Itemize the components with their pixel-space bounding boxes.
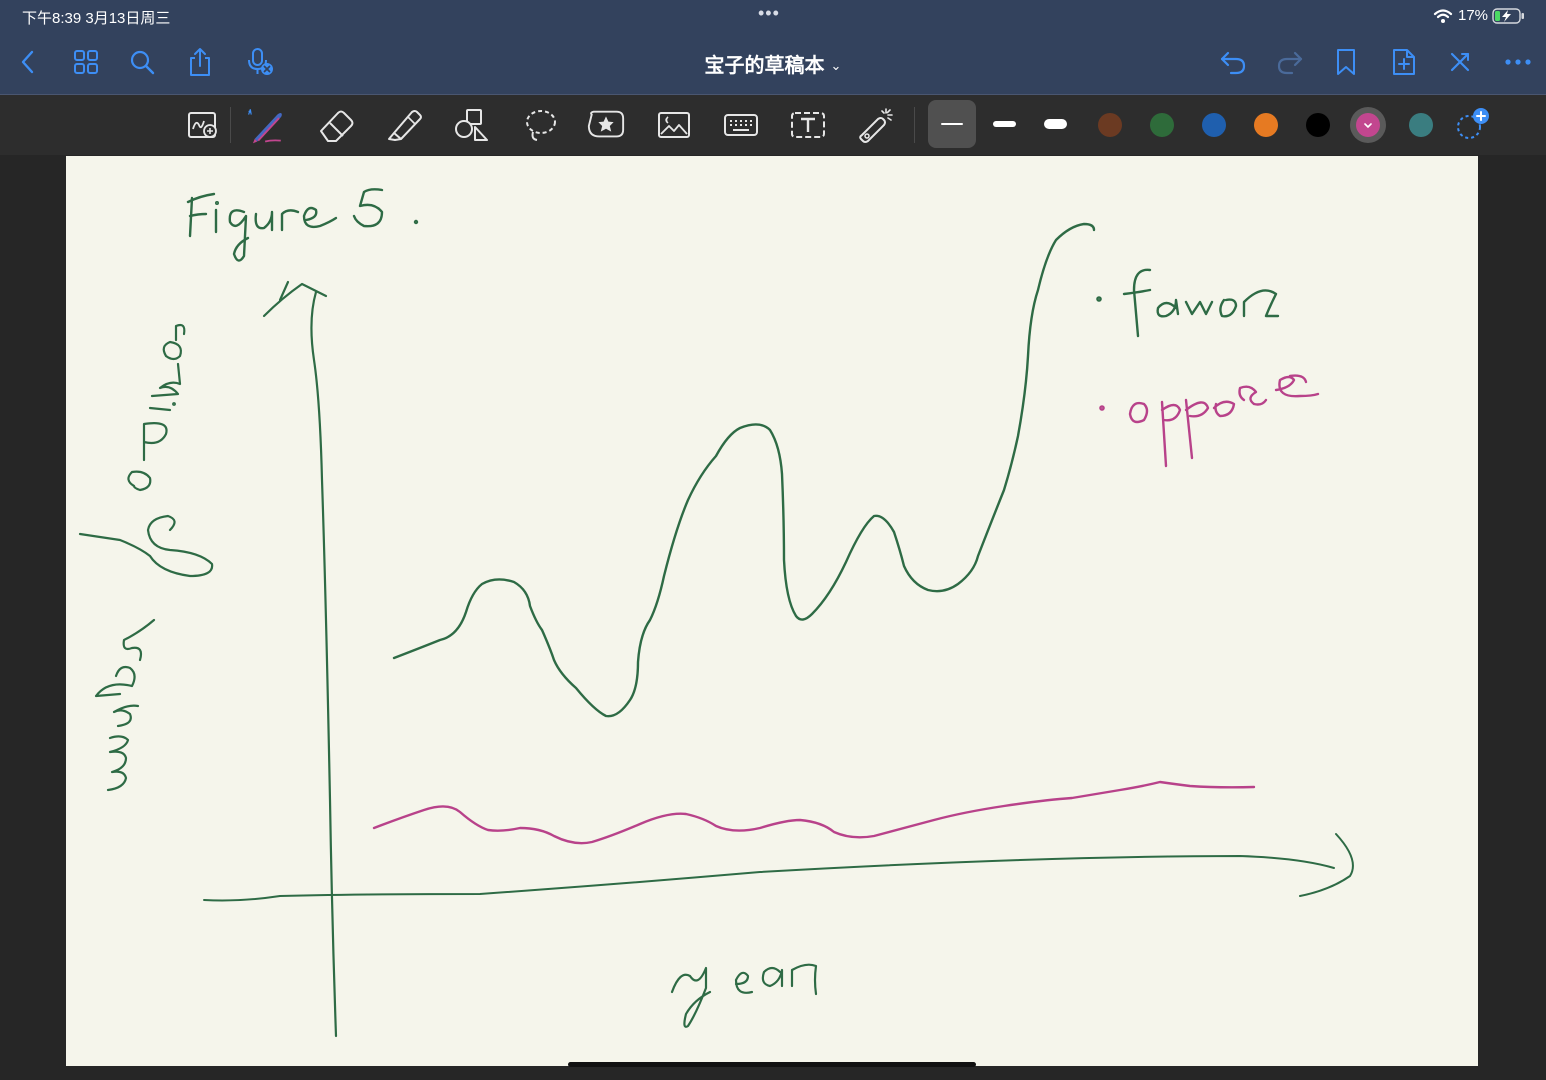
color-green[interactable] bbox=[1150, 113, 1174, 137]
add-page-icon bbox=[1393, 49, 1415, 75]
title-handwriting bbox=[186, 188, 419, 262]
shapes-tool[interactable] bbox=[452, 105, 492, 145]
nav-bar: 宝子的草稿本 ⌄ bbox=[0, 32, 1546, 95]
microphone-off-icon bbox=[248, 48, 273, 75]
redo-icon bbox=[1277, 51, 1303, 75]
x-axis bbox=[203, 833, 1354, 902]
x-axis-label bbox=[670, 963, 818, 1028]
undo-icon bbox=[1220, 51, 1246, 75]
shapes-icon bbox=[455, 109, 488, 141]
notebook-page[interactable] bbox=[66, 156, 1478, 1066]
share-icon bbox=[190, 48, 210, 76]
toolbar-divider bbox=[230, 107, 231, 143]
handwritten-sketch bbox=[78, 188, 1354, 1038]
add-color-icon bbox=[1457, 108, 1489, 139]
color-orange[interactable] bbox=[1254, 113, 1278, 137]
lasso-icon bbox=[526, 110, 556, 141]
grid-icon bbox=[74, 50, 98, 74]
eraser-tool[interactable] bbox=[316, 105, 356, 145]
multitask-dots[interactable]: ••• bbox=[758, 3, 780, 23]
add-page-button[interactable] bbox=[1388, 46, 1420, 78]
legend-oppose bbox=[1099, 374, 1320, 468]
back-button[interactable] bbox=[12, 46, 44, 78]
close-button[interactable] bbox=[1444, 46, 1476, 78]
back-icon bbox=[21, 50, 34, 74]
bookmark-icon bbox=[1337, 49, 1355, 75]
undo-button[interactable] bbox=[1217, 46, 1249, 78]
oppose-line bbox=[372, 780, 1256, 845]
more-button[interactable] bbox=[1502, 46, 1534, 78]
image-tool[interactable] bbox=[654, 105, 694, 145]
bookmark-button[interactable] bbox=[1330, 46, 1362, 78]
color-teal[interactable] bbox=[1409, 113, 1433, 137]
pen-icon bbox=[248, 109, 282, 144]
home-indicator[interactable] bbox=[568, 1062, 976, 1067]
document-title[interactable]: 宝子的草稿本 ⌄ bbox=[0, 49, 1546, 78]
favor-line bbox=[392, 222, 1096, 718]
add-color-button[interactable] bbox=[1452, 105, 1492, 145]
search-button[interactable] bbox=[126, 46, 158, 78]
share-button[interactable] bbox=[184, 46, 216, 78]
color-black[interactable] bbox=[1306, 113, 1330, 137]
stroke-thick[interactable] bbox=[1044, 119, 1067, 129]
image-icon bbox=[658, 112, 690, 138]
color-brown[interactable] bbox=[1098, 113, 1122, 137]
toolbar-divider bbox=[914, 107, 915, 143]
status-time: 下午8:39 3月13日周三 bbox=[22, 10, 171, 27]
search-icon bbox=[130, 50, 155, 75]
battery-percent: 17% bbox=[1458, 7, 1489, 24]
keyboard-tool[interactable] bbox=[721, 105, 761, 145]
laser-pointer-icon bbox=[859, 108, 893, 143]
redo-button[interactable] bbox=[1274, 46, 1306, 78]
grid-button[interactable] bbox=[70, 46, 102, 78]
chevron-down-icon: ⌄ bbox=[830, 59, 842, 74]
more-icon bbox=[1505, 59, 1531, 65]
pen-tool[interactable] bbox=[246, 105, 286, 145]
stroke-medium[interactable] bbox=[993, 121, 1016, 127]
zoom-window-tool[interactable] bbox=[183, 105, 223, 145]
battery-charging-icon bbox=[1492, 8, 1524, 24]
highlighter-tool[interactable] bbox=[384, 105, 424, 145]
legend-favor bbox=[1096, 268, 1280, 338]
text-box-tool[interactable] bbox=[788, 105, 828, 145]
color-blue[interactable] bbox=[1202, 113, 1226, 137]
sticker-tool[interactable] bbox=[586, 105, 626, 145]
highlighter-icon bbox=[388, 110, 422, 141]
y-axis bbox=[262, 280, 338, 1038]
zoom-window-icon bbox=[188, 112, 217, 138]
microphone-button[interactable] bbox=[244, 46, 276, 78]
keyboard-icon bbox=[724, 114, 758, 136]
sticker-icon bbox=[587, 110, 625, 138]
eraser-icon bbox=[320, 110, 354, 142]
chevron-down-icon bbox=[1364, 123, 1372, 129]
lasso-tool[interactable] bbox=[520, 105, 560, 145]
stroke-thin[interactable] bbox=[941, 123, 963, 125]
document-title-text: 宝子的草稿本 bbox=[704, 53, 825, 77]
status-bar: 下午8:39 3月13日周三 ••• 17% bbox=[0, 0, 1546, 32]
close-icon bbox=[1450, 52, 1470, 72]
laser-pointer-tool[interactable] bbox=[856, 105, 896, 145]
text-box-icon bbox=[791, 112, 825, 138]
wifi-icon bbox=[1433, 9, 1453, 23]
color-magenta[interactable] bbox=[1356, 113, 1380, 137]
y-axis-label bbox=[78, 323, 214, 792]
drawing-toolbar bbox=[0, 95, 1546, 155]
